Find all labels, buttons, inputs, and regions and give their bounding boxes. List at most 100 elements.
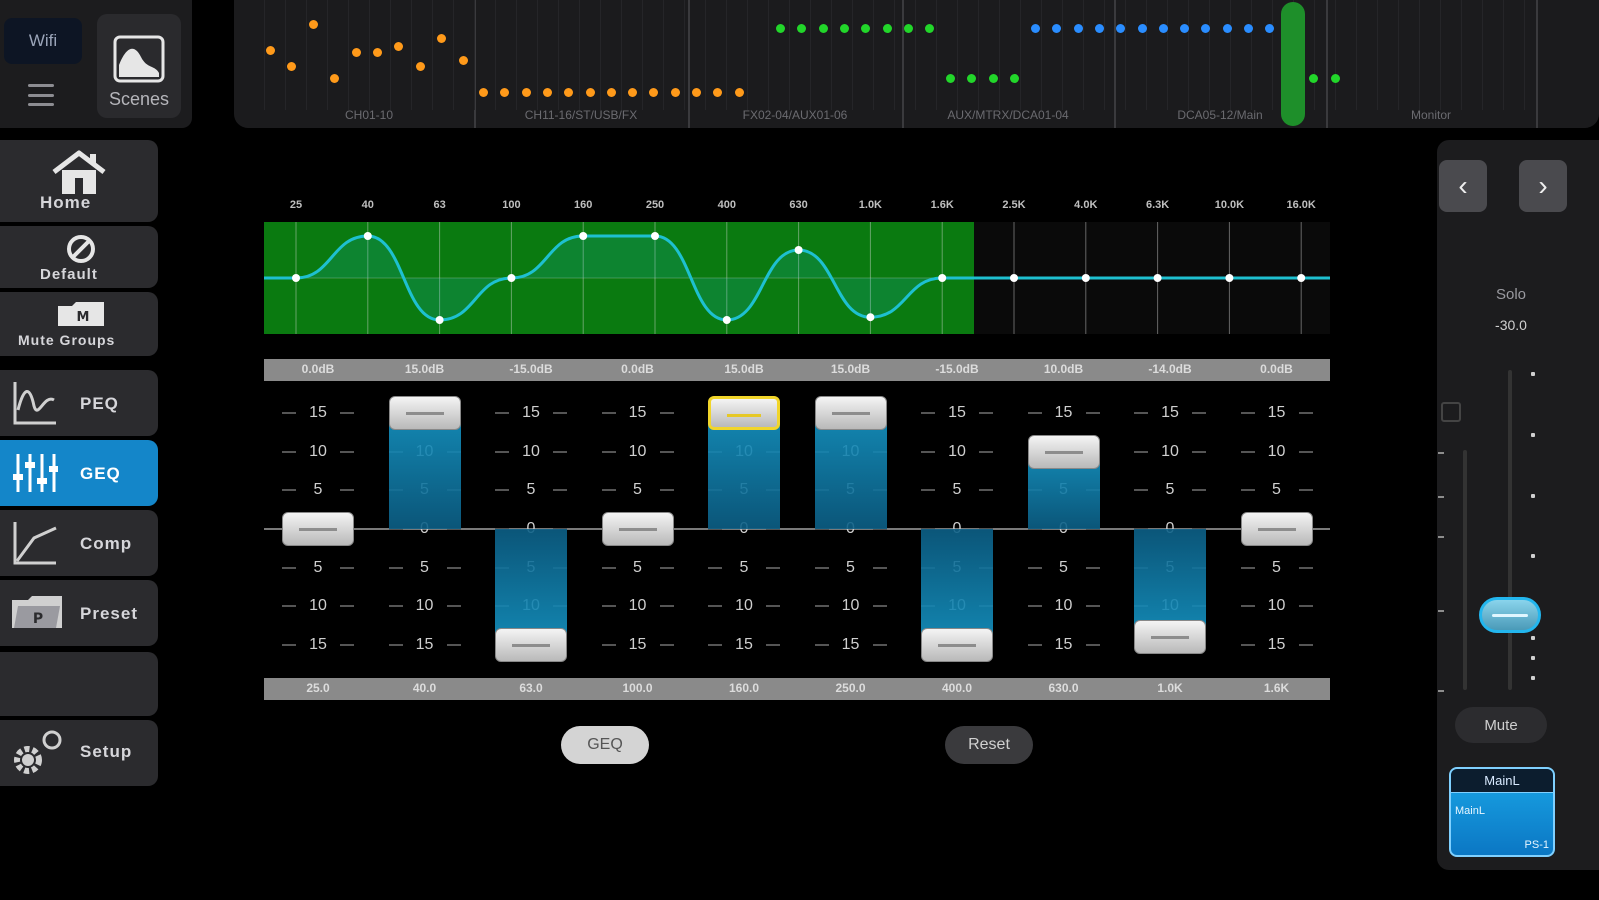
scenes-button[interactable]: Scenes [97,14,181,118]
meter-scale-mark [1438,452,1444,454]
band-point [866,313,875,322]
fader-scale-number: 5 [526,481,536,499]
meter-channel-tick [789,0,790,110]
meter-level-dot [266,46,275,55]
graph-freq-label: 6.3K [1145,199,1170,211]
meter-group-monitor[interactable]: Monitor [1410,108,1451,122]
geq-fader-handle[interactable] [601,512,674,546]
meter-channel-tick [516,0,517,110]
fader-scale-number: 15 [1054,404,1073,421]
next-channel-button[interactable]: › [1519,160,1567,212]
fader-scale-tick [659,566,674,569]
fader-scale-tick [388,566,403,569]
geq-fader-handle[interactable] [1240,512,1313,546]
monitor-fader-handle[interactable] [1281,2,1305,126]
geq-fader-handle[interactable] [282,512,354,546]
meter-level-dot [415,62,425,71]
fader-scale-tick [1027,566,1042,569]
fader-scale-tick [340,566,354,569]
band-gain-value: 0.0dB [621,362,654,376]
wifi-status[interactable]: Wifi [4,18,82,64]
geq-toggle-button[interactable]: GEQ [561,726,649,764]
geq-fader-bank[interactable]: 1510505101515105051015151050510151510505… [264,395,1330,665]
meter-group-ch01-10[interactable]: CH01-10 [344,108,394,122]
meter-scale-mark [1438,610,1444,612]
meter-channel-tick [684,0,685,110]
fader-scale-tick [1192,450,1206,453]
default-button[interactable]: Default [0,226,158,288]
solo-label[interactable]: Solo [1495,286,1527,303]
meter-channel-tick [1272,0,1273,110]
meter-group-aux-mtrx-dca[interactable]: AUX/MTRX/DCA01-04 [947,108,1069,122]
fader-scale-number: 10 [415,597,434,615]
band-gain-value: -15.0dB [509,362,553,376]
peq-button[interactable]: PEQ [0,370,158,436]
fader-scale-number: 15 [628,636,647,653]
mute-groups-button[interactable]: M Mute Groups [0,292,158,356]
meter-level-dot [734,88,744,97]
fader-scale-tick [1240,412,1255,414]
meter-group-ch11-16[interactable]: CH11-16/ST/USB/FX [524,108,638,122]
geq-label: GEQ [80,464,121,483]
fader-scale-tick [601,644,616,646]
fader-gain-fill [708,413,780,529]
meter-channel-tick [726,0,727,110]
geq-fader-handle[interactable] [1134,620,1206,655]
fader-scale-number: 15 [1054,636,1073,653]
geq-fader-handle[interactable] [495,628,567,662]
fader-scale-tick [708,566,722,569]
fader-scale-tick [601,412,616,414]
meter-level-dot [967,74,977,83]
fader-scale-tick [601,489,616,492]
fader-gain-fill [388,413,461,529]
meter-group-fx-aux[interactable]: FX02-04/AUX01-06 [742,108,848,122]
fader-track[interactable] [1508,370,1512,690]
geq-button[interactable]: GEQ [0,440,158,506]
nav-empty-slot[interactable] [0,652,158,716]
fader-scale-number: 10 [948,442,966,460]
prev-channel-button[interactable]: ‹ [1439,160,1487,212]
meter-channel-tick [285,0,286,110]
fader-scale-tick [495,489,509,492]
geq-fader-handle[interactable] [814,396,887,430]
geq-fader-handle[interactable] [1027,434,1100,469]
comp-button[interactable]: Comp [0,510,158,576]
channel-fader-handle[interactable] [1479,597,1541,633]
setup-button[interactable]: Setup [0,720,158,786]
meter-level-dot [797,24,807,33]
band-point [507,274,516,282]
band-frequency-value: 1.6K [1263,681,1290,695]
band-point [794,246,803,254]
fader-gain-fill [921,529,993,645]
fader-scale-number: 10 [628,597,647,615]
meter-channel-tick [1398,0,1399,110]
meter-level-dot [437,34,447,43]
fader-scale-tick [872,528,887,530]
band-point [1081,274,1090,282]
fader-scale-number: 5 [420,558,429,576]
meter-group-dca-main[interactable]: DCA05-12/Main [1177,108,1263,122]
meter-channel-tick [537,0,538,110]
fader-scale-tick [1134,450,1148,453]
band-point [435,316,444,324]
fader-scale-tick [1027,412,1042,414]
fader-scale-tick [766,605,780,608]
channel-select-tile[interactable]: MainL MainL PS-1 [1449,767,1555,857]
fader-scale-number: 5 [633,481,642,499]
menu-icon[interactable] [18,80,64,110]
meter-level-dot [606,88,616,97]
fader-scale-mark [1531,372,1535,376]
fader-scale-number: 10 [628,442,647,460]
preset-button[interactable]: P Preset [0,580,158,646]
fader-scale-tick [1298,605,1313,608]
reset-button[interactable]: Reset [945,726,1033,764]
meter-bridge[interactable]: CH01-10 CH11-16/ST/USB/FX FX02-04/AUX01-… [234,0,1599,128]
band-point [292,274,300,282]
meter-level-dot [500,88,510,97]
geq-fader-handle[interactable] [388,396,461,430]
mute-button[interactable]: Mute [1455,707,1547,743]
geq-fader-handle[interactable] [921,628,993,662]
geq-fader-handle[interactable] [708,396,780,430]
meter-channel-tick [1440,0,1441,110]
home-button[interactable]: Home [0,140,158,222]
